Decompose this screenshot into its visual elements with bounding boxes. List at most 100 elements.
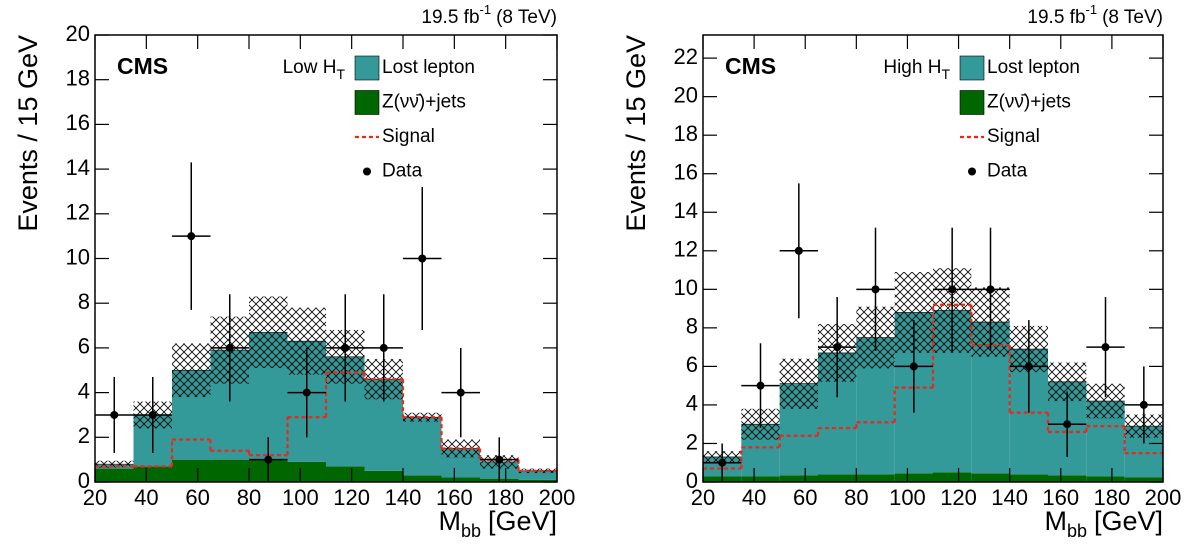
y-tick-label: 22: [674, 44, 698, 69]
hist-bar: [894, 473, 933, 482]
y-tick-label: 10: [674, 275, 698, 300]
x-label-sub: bb: [461, 521, 481, 541]
hist-bar: [741, 476, 780, 482]
lumi-label: 19.5 fb-1 (8 TeV): [1027, 2, 1163, 28]
x-tick-label: 140: [991, 485, 1028, 510]
legend-label: Lost lepton: [382, 57, 475, 78]
data-point: [341, 343, 350, 352]
legend-label: Signal: [987, 126, 1040, 147]
x-tick-label: 20: [691, 485, 715, 510]
y-tick-label: 2: [686, 429, 698, 454]
legend-label: Z(νν̄)+jets: [382, 92, 466, 113]
region-text: Low H: [283, 57, 337, 78]
data-point: [456, 388, 465, 397]
hist-bar: [518, 470, 557, 480]
data-point: [718, 458, 727, 467]
x-tick-label: 100: [282, 485, 319, 510]
data-point: [302, 388, 311, 397]
hist-bar: [1086, 476, 1125, 482]
legend-label: Z(νν̄)+jets: [987, 92, 1071, 113]
data-point: [986, 285, 995, 294]
x-tick-label: 200: [539, 485, 576, 510]
region-sub: T: [941, 66, 950, 82]
lumi-tail: (8 TeV): [496, 7, 557, 28]
y-tick-label: 8: [686, 314, 698, 339]
hist-bar: [133, 466, 172, 482]
y-tick-label: 16: [674, 160, 698, 185]
x-tick-label: 60: [793, 485, 817, 510]
data-point: [794, 246, 803, 255]
legend-label: Signal: [382, 126, 435, 147]
hist-bar: [172, 459, 211, 482]
x-tick-label: 180: [487, 485, 524, 510]
region-sub: T: [336, 66, 345, 82]
legend-swatch: [959, 90, 985, 115]
y-tick-label: 16: [66, 110, 90, 135]
hist-bar: [403, 475, 442, 482]
data-point: [871, 285, 880, 294]
y-tick-label: 14: [674, 198, 698, 223]
x-tick-label: 160: [1042, 485, 1079, 510]
data-point: [379, 343, 388, 352]
lumi-tail: (8 TeV): [1102, 7, 1163, 28]
x-tick-label: 120: [940, 485, 977, 510]
hist-bar: [403, 417, 442, 476]
hist-bar: [971, 473, 1010, 482]
x-axis-label: Mbb [GeV]: [1044, 506, 1163, 541]
x-tick-label: 40: [742, 485, 766, 510]
hist-bar: [933, 472, 972, 482]
data-point: [1024, 362, 1033, 371]
data-point: [1139, 400, 1148, 409]
y-tick-label: 12: [674, 237, 698, 262]
legend-label: Lost lepton: [987, 57, 1080, 78]
plot-frame: [702, 34, 1164, 483]
hist-bar: [518, 479, 557, 482]
x-label-tail: [GeV]: [1094, 506, 1163, 536]
x-tick-label: 200: [1145, 485, 1182, 510]
lumi-text: 19.5 fb: [421, 7, 479, 28]
x-tick-label: 160: [436, 485, 473, 510]
y-tick-label: 4: [78, 378, 90, 403]
data-point: [110, 410, 119, 419]
region-label: Low HT: [283, 57, 346, 82]
x-tick-label: 20: [83, 485, 107, 510]
y-tick-label: 18: [674, 121, 698, 146]
hist-bar: [779, 475, 818, 482]
x-tick-label: 40: [134, 485, 158, 510]
y-tick-label: 2: [78, 423, 90, 448]
region-label: High HT: [883, 57, 950, 82]
y-tick-label: 14: [66, 155, 90, 180]
data-point: [833, 343, 842, 352]
hist-bar: [1009, 474, 1048, 482]
legend-label: Data: [987, 161, 1028, 182]
x-axis-label: Mbb [GeV]: [438, 506, 557, 541]
y-tick-label: 6: [78, 334, 90, 359]
hist-bar: [210, 459, 249, 482]
x-tick-label: 60: [185, 485, 209, 510]
legend-marker: [363, 167, 371, 176]
y-tick-label: 0: [686, 468, 698, 493]
x-label-text: M: [1044, 506, 1067, 536]
data-point: [148, 410, 157, 419]
lumi-text: 19.5 fb: [1027, 7, 1085, 28]
data-point: [948, 285, 957, 294]
data-point: [1063, 420, 1072, 429]
data-point: [187, 232, 196, 241]
y-tick-label: 18: [66, 66, 90, 91]
x-label-tail: [GeV]: [488, 506, 557, 536]
experiment-label: CMS: [725, 53, 776, 79]
hist-bar: [95, 468, 134, 482]
x-tick-label: 180: [1094, 485, 1131, 510]
y-axis-label: Events / 15 GeV: [621, 35, 651, 232]
legend-label: Data: [382, 161, 423, 182]
x-tick-label: 80: [844, 485, 868, 510]
lumi-sup: -1: [1086, 2, 1098, 17]
experiment-label: CMS: [117, 53, 168, 79]
legend-marker: [968, 167, 976, 176]
hist-bar: [287, 461, 326, 482]
lumi-label: 19.5 fb-1 (8 TeV): [421, 2, 557, 28]
x-label-text: M: [438, 506, 461, 536]
data-point: [756, 381, 765, 390]
lumi-sup: -1: [480, 2, 492, 17]
